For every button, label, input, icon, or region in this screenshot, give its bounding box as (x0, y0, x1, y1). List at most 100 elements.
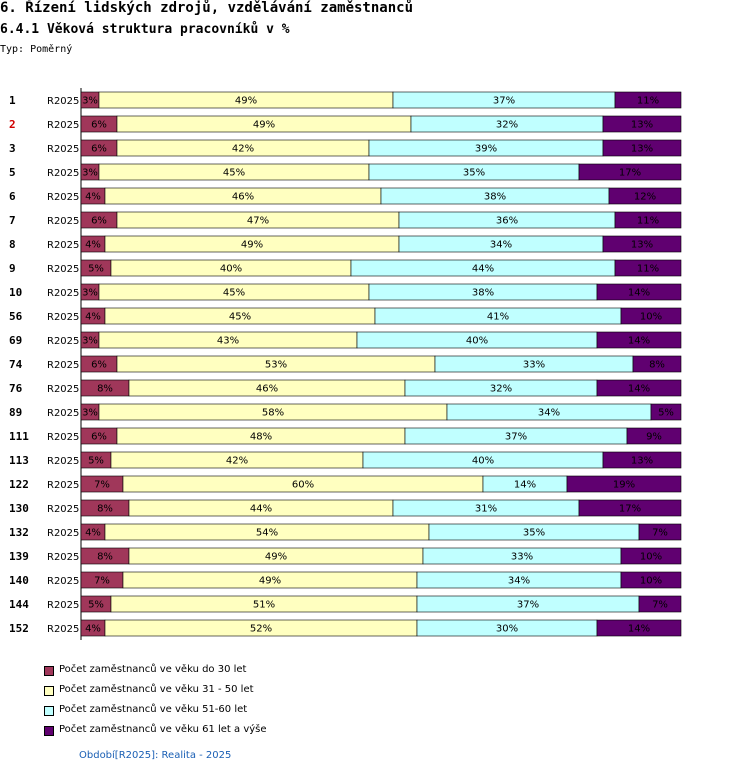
data-label: 58% (262, 408, 284, 419)
data-label: 39% (475, 144, 497, 155)
data-label: 11% (637, 216, 659, 227)
data-label: 14% (514, 480, 536, 491)
bar-segment (596, 379, 682, 397)
data-label: 34% (490, 240, 512, 251)
data-label: 3% (82, 168, 98, 179)
row-label: 74 (9, 358, 23, 371)
row-period-label: R2025 (47, 96, 79, 107)
row-period-label: R2025 (47, 288, 79, 299)
row-label: 1 (9, 94, 16, 107)
row-label: 69 (9, 334, 22, 347)
data-label: 8% (97, 504, 113, 515)
data-label: 36% (496, 216, 518, 227)
data-label: 3% (82, 96, 98, 107)
data-label: 48% (250, 432, 272, 443)
chart-type-label: Typ: Poměrný (0, 44, 73, 55)
data-label: 4% (85, 240, 101, 251)
bar-segment (602, 235, 682, 253)
data-label: 51% (253, 600, 275, 611)
data-label: 11% (637, 96, 659, 107)
bar-segment (614, 259, 682, 277)
bar-segment (608, 187, 682, 205)
data-label: 49% (265, 552, 287, 563)
data-label: 40% (220, 264, 242, 275)
data-label: 13% (631, 144, 653, 155)
data-label: 40% (466, 336, 488, 347)
data-label: 6% (91, 216, 107, 227)
data-label: 17% (619, 504, 641, 515)
data-label: 32% (490, 384, 512, 395)
data-label: 8% (97, 552, 113, 563)
bar-segment (620, 571, 682, 589)
data-label: 17% (619, 168, 641, 179)
data-label: 5% (88, 600, 104, 611)
bar-segment (620, 547, 682, 565)
bar-segment (596, 283, 682, 301)
row-period-label: R2025 (47, 504, 79, 515)
row-period-label: R2025 (47, 312, 79, 323)
data-label: 44% (250, 504, 272, 515)
bar-segment (614, 91, 682, 109)
data-label: 12% (634, 192, 656, 203)
row-period-label: R2025 (47, 576, 79, 587)
data-label: 42% (226, 456, 248, 467)
row-label: 8 (9, 238, 16, 251)
row-label: 132 (9, 526, 29, 539)
data-label: 13% (631, 240, 653, 251)
data-label: 5% (658, 408, 674, 419)
row-label: 9 (9, 262, 16, 275)
data-label: 34% (538, 408, 560, 419)
data-label: 49% (259, 576, 281, 587)
data-label: 54% (256, 528, 278, 539)
bar-segment (626, 427, 682, 445)
data-label: 10% (640, 576, 662, 587)
bar-segment (638, 595, 682, 613)
bar-segment (632, 355, 682, 373)
row-label: 152 (9, 622, 29, 635)
data-label: 34% (508, 576, 530, 587)
data-label: 42% (232, 144, 254, 155)
data-label: 53% (265, 360, 287, 371)
data-label: 7% (94, 576, 110, 587)
row-period-label: R2025 (47, 264, 79, 275)
data-label: 38% (484, 192, 506, 203)
row-period-label: R2025 (47, 600, 79, 611)
bar-segment (566, 475, 682, 493)
legend-label: Počet zaměstnanců ve věku 31 - 50 let (59, 684, 254, 695)
data-label: 46% (256, 384, 278, 395)
data-label: 9% (646, 432, 662, 443)
bar-segment (596, 331, 682, 349)
data-label: 5% (88, 456, 104, 467)
data-label: 35% (523, 528, 545, 539)
data-label: 14% (628, 336, 650, 347)
data-label: 47% (247, 216, 269, 227)
bar-segment (650, 403, 682, 421)
stacked-bar-chart: 1 R2025 3% 49% 37% 11%2 R2025 6% 49% 32% 13%3 R2025… (9, 88, 682, 640)
bar-segment (620, 307, 682, 325)
legend-swatch (44, 726, 54, 736)
row-period-label: R2025 (47, 456, 79, 467)
data-label: 4% (85, 312, 101, 323)
data-label: 6% (91, 144, 107, 155)
row-label: 5 (9, 166, 16, 179)
data-label: 41% (487, 312, 509, 323)
bar-segment (602, 115, 682, 133)
data-label: 45% (229, 312, 251, 323)
row-period-label: R2025 (47, 528, 79, 539)
bar-segment (602, 451, 682, 469)
legend-swatch (44, 686, 54, 696)
row-label: 113 (9, 454, 29, 467)
row-label: 7 (9, 214, 16, 227)
bar-segment (596, 619, 682, 637)
data-label: 37% (505, 432, 527, 443)
data-label: 46% (232, 192, 254, 203)
data-label: 8% (97, 384, 113, 395)
row-label: 111 (9, 430, 29, 443)
data-label: 40% (472, 456, 494, 467)
row-label: 122 (9, 478, 29, 491)
row-period-label: R2025 (47, 336, 79, 347)
data-label: 37% (517, 600, 539, 611)
data-label: 10% (640, 552, 662, 563)
row-period-label: R2025 (47, 408, 79, 419)
row-label: 139 (9, 550, 29, 563)
